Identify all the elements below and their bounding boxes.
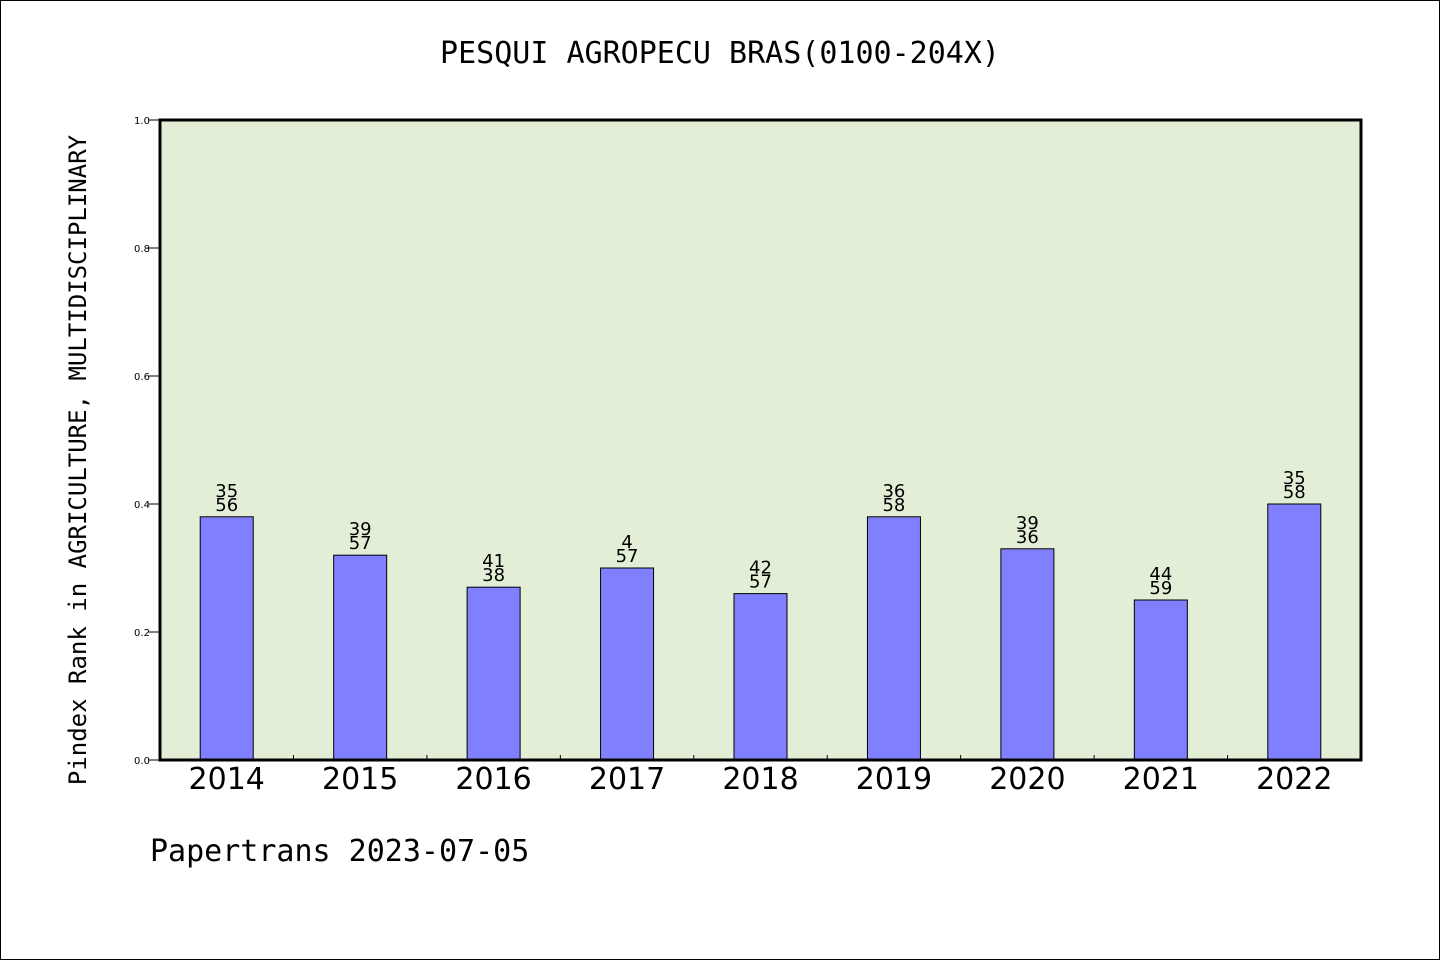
bars-layer [199,503,1322,761]
x-tick-label: 2016 [455,762,531,797]
bar-2020 [1000,548,1055,761]
plot-border [158,118,1363,762]
bar-data-label: 36 [882,481,905,502]
y-tick-label: 1.0 [134,116,150,127]
y-tick-label: 0.6 [134,372,150,383]
x-tick-label: 2015 [322,762,398,797]
bar-data-label: 41 [482,551,505,572]
bar-2022 [1267,503,1322,761]
x-axis-ticks: 2014 2015 2016 2017 2018 2019 2020 2021 2022 [189,755,1332,797]
y-tick-label: 0.2 [134,628,150,639]
x-tick-label: 2020 [989,762,1065,797]
bar-2014 [199,516,254,761]
bar-data-label: 36 [1016,527,1039,548]
x-tick-label: 2021 [1123,762,1199,797]
chart-title: PESQUI AGROPECU BRAS(0100-204X) [440,36,1000,71]
bar-2016 [466,586,521,761]
x-tick-label: 2017 [589,762,665,797]
x-tick-label: 2018 [722,762,798,797]
bar-data-label: 58 [882,495,905,516]
bar-data-label: 57 [749,572,772,593]
x-tick-label: 2019 [856,762,932,797]
bar-data-label: 57 [349,533,372,554]
bar-2019 [866,516,921,761]
x-tick-label: 2014 [189,762,265,797]
y-tick-label: 0.0 [134,756,150,767]
y-axis-ticks: 0.0 0.2 0.4 0.6 0.8 1.0 [134,116,160,767]
footer-note: Papertrans 2023-07-05 [150,834,530,869]
bar-data-label: 59 [1149,578,1172,599]
bar-data-label: 58 [1283,482,1306,503]
bar-data-label: 57 [616,546,639,567]
bar-data-label: 39 [1016,513,1039,534]
bar-data-label: 42 [749,558,772,579]
y-tick-label: 0.4 [134,500,150,511]
bar-data-label: 4 [621,532,632,553]
x-tick-label: 2022 [1256,762,1332,797]
bar-data-label: 39 [349,519,372,540]
bar-data-label: 56 [215,495,238,516]
bar-data-label: 35 [1283,468,1306,489]
y-tick-label: 0.8 [134,244,150,255]
bar-2017 [600,567,655,761]
bar-data-label: 44 [1149,564,1172,585]
bar-data-label: 38 [482,565,505,586]
bar-2018 [733,593,788,761]
bar-2021 [1133,599,1188,761]
bar-2015 [333,554,388,761]
bar-data-label: 35 [215,481,238,502]
